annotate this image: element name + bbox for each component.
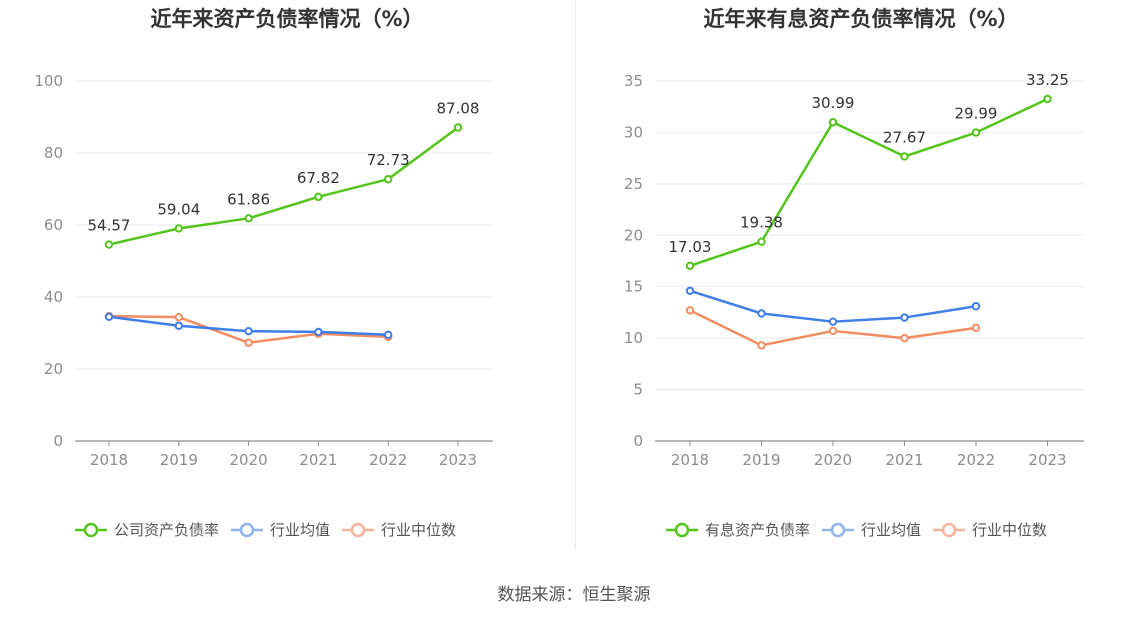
data-label: 30.99 (812, 94, 855, 112)
legend-label: 有息资产负债率 (705, 521, 810, 539)
data-label: 72.73 (367, 151, 410, 169)
legend-item[interactable]: 行业均值 (822, 521, 921, 539)
x-tick-label: 2022 (369, 451, 407, 469)
data-point (314, 327, 323, 337)
data-label: 59.04 (157, 200, 200, 218)
x-tick-label: 2023 (439, 451, 477, 469)
data-point (900, 313, 909, 322)
data-point (244, 327, 253, 336)
legend-marker (83, 522, 99, 538)
legend-marker (941, 522, 957, 538)
x-tick-label: 2018 (90, 451, 128, 469)
legend-label: 行业均值 (270, 521, 330, 539)
data-label: 87.08 (437, 100, 480, 118)
legend-item[interactable]: 行业均值 (231, 521, 330, 539)
series-line (689, 289, 977, 323)
chart-title: 近年来有息资产负债率情况（%） (703, 7, 1019, 31)
legend-label: 公司资产负债率 (114, 521, 219, 539)
data-label: 33.25 (1026, 71, 1069, 89)
legend-label: 行业中位数 (972, 521, 1047, 539)
data-point (244, 214, 253, 223)
x-tick-label: 2021 (885, 451, 923, 469)
data-source-label: 数据来源：恒生聚源 (497, 585, 651, 605)
data-point (685, 286, 695, 296)
data-point (104, 240, 114, 249)
y-tick-label: 30 (624, 123, 643, 141)
data-label: 19.38 (740, 214, 783, 232)
data-point (453, 123, 463, 132)
legend-marker (350, 522, 366, 538)
data-point (244, 338, 253, 347)
legend-marker (674, 522, 690, 538)
chart-title: 近年来资产负债率情况（%） (150, 7, 424, 31)
data-point (685, 306, 695, 315)
y-tick-label: 20 (624, 226, 643, 244)
data-point (971, 128, 981, 137)
series-line (689, 97, 1049, 268)
legend-label: 行业均值 (861, 521, 921, 539)
data-point (828, 326, 838, 336)
data-point (757, 341, 766, 350)
y-tick-label: 20 (44, 360, 63, 378)
data-point (828, 317, 838, 326)
y-tick-label: 60 (44, 216, 63, 234)
series-line (108, 126, 459, 246)
y-tick-label: 100 (34, 72, 63, 90)
x-tick-label: 2019 (160, 451, 198, 469)
data-label: 27.67 (883, 128, 926, 146)
x-tick-label: 2023 (1028, 451, 1066, 469)
x-tick-label: 2020 (814, 451, 852, 469)
data-point (900, 152, 909, 161)
legend-marker (239, 522, 255, 538)
data-label: 54.57 (88, 217, 131, 235)
data-point (971, 323, 981, 333)
y-tick-label: 15 (624, 278, 643, 296)
y-tick-label: 40 (44, 288, 63, 306)
data-point (971, 302, 981, 311)
x-tick-label: 2021 (299, 451, 337, 469)
data-point (757, 309, 766, 318)
legend-item[interactable]: 有息资产负债率 (666, 521, 810, 539)
data-point (685, 261, 695, 271)
left-chart-panel: 近年来资产负债率情况（%） 0 20 40 60 80 100 2018 2019 2020 20… (0, 0, 574, 560)
interest-bearing-debt-ratio-line-chart: 0 5 10 15 20 25 30 35 2018 2019 2020 2021 2022 2023 17… (624, 71, 1084, 539)
legend-item[interactable]: 行业中位数 (342, 521, 456, 539)
data-label: 29.99 (955, 105, 998, 123)
right-chart-panel: 近年来有息资产负债率情况（%） 0 5 10 15 20 25 30 35 2018 2019 20… (574, 0, 1148, 560)
data-point (384, 174, 393, 184)
debt-ratio-line-chart: 0 20 40 60 80 100 2018 2019 2020 2021 2022 2023 54.5… (34, 72, 493, 539)
data-point (174, 312, 184, 322)
legend-label: 行业中位数 (381, 521, 456, 539)
legend-item[interactable]: 公司资产负债率 (75, 521, 219, 539)
data-point (174, 321, 184, 330)
data-label: 67.82 (297, 169, 340, 187)
y-tick-label: 25 (624, 175, 643, 193)
y-tick-label: 10 (624, 329, 643, 347)
y-tick-label: 35 (624, 72, 643, 90)
data-point (757, 237, 766, 246)
data-point (900, 333, 909, 343)
legend-marker (830, 522, 846, 538)
data-label: 17.03 (669, 238, 712, 256)
x-tick-label: 2022 (957, 451, 995, 469)
y-tick-label: 0 (633, 432, 643, 450)
x-tick-label: 2018 (671, 451, 709, 469)
y-tick-label: 80 (44, 144, 63, 162)
data-point (104, 312, 114, 321)
panel-divider (575, 0, 576, 550)
data-point (174, 224, 184, 233)
data-point (384, 330, 393, 339)
data-point (828, 118, 838, 127)
y-tick-label: 5 (633, 381, 643, 399)
y-tick-label: 0 (53, 432, 63, 450)
data-point (1043, 94, 1052, 104)
data-point (314, 192, 323, 202)
legend-item[interactable]: 行业中位数 (933, 521, 1047, 539)
x-tick-label: 2020 (230, 451, 268, 469)
x-tick-label: 2019 (742, 451, 780, 469)
data-label: 61.86 (227, 190, 270, 208)
